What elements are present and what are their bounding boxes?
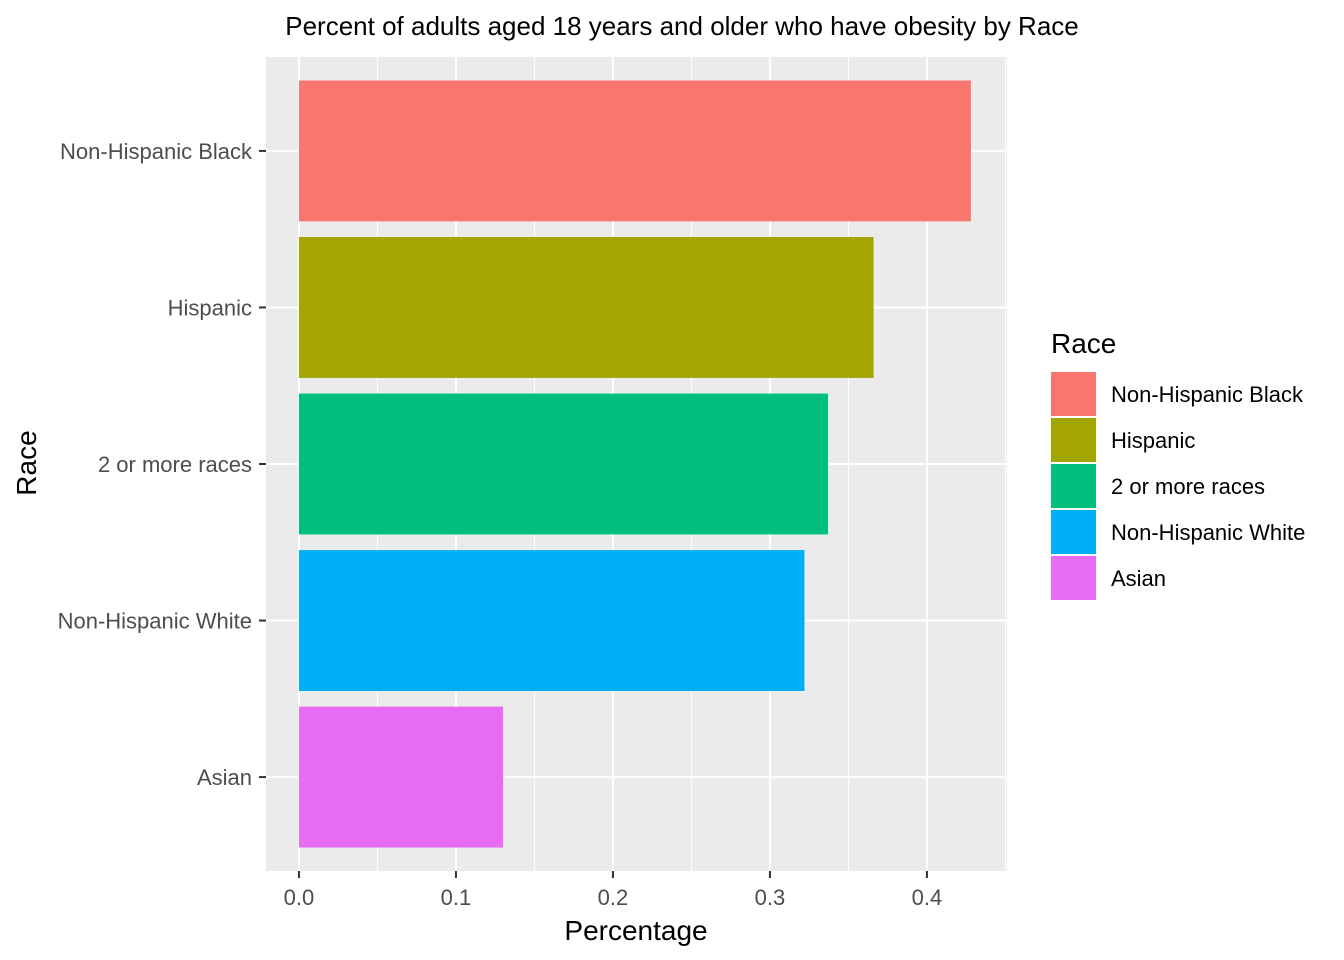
bar — [298, 80, 971, 222]
bar — [298, 550, 805, 691]
y-axis: Non-Hispanic Black Hispanic 2 or more race… — [58, 139, 266, 790]
x-axis-title: Percentage — [564, 915, 707, 946]
bar — [298, 706, 504, 848]
y-tick-label: 2 or more races — [98, 452, 252, 477]
chart-title: Percent of adults aged 18 years and olde… — [285, 11, 1079, 41]
bars — [298, 80, 971, 848]
legend: Race Non-Hispanic Black Hispanic 2 or more… — [1051, 328, 1305, 600]
legend-label: Hispanic — [1111, 428, 1195, 453]
bar — [298, 393, 829, 535]
y-tick-label: Hispanic — [168, 295, 252, 320]
legend-label: 2 or more races — [1111, 474, 1265, 499]
y-tick-label: Non-Hispanic Black — [60, 139, 253, 164]
x-tick-label: 0.1 — [441, 885, 472, 910]
x-tick-label: 0.3 — [755, 885, 786, 910]
legend-label: Non-Hispanic White — [1111, 520, 1305, 545]
legend-title: Race — [1051, 328, 1116, 359]
legend-key — [1051, 464, 1096, 508]
x-tick-label: 0.4 — [912, 885, 943, 910]
x-axis: 0.0 0.1 0.2 0.3 0.4 — [284, 871, 943, 910]
legend-key — [1051, 372, 1096, 416]
legend-label: Non-Hispanic Black — [1111, 382, 1304, 407]
bar — [298, 237, 874, 378]
x-tick-label: 0.0 — [284, 885, 315, 910]
x-tick-label: 0.2 — [598, 885, 629, 910]
legend-key — [1051, 510, 1096, 554]
legend-key — [1051, 556, 1096, 600]
y-tick-label: Non-Hispanic White — [58, 609, 252, 634]
y-axis-title: Race — [11, 430, 42, 495]
y-tick-label: Asian — [197, 765, 252, 790]
legend-label: Asian — [1111, 566, 1166, 591]
legend-key — [1051, 418, 1096, 462]
